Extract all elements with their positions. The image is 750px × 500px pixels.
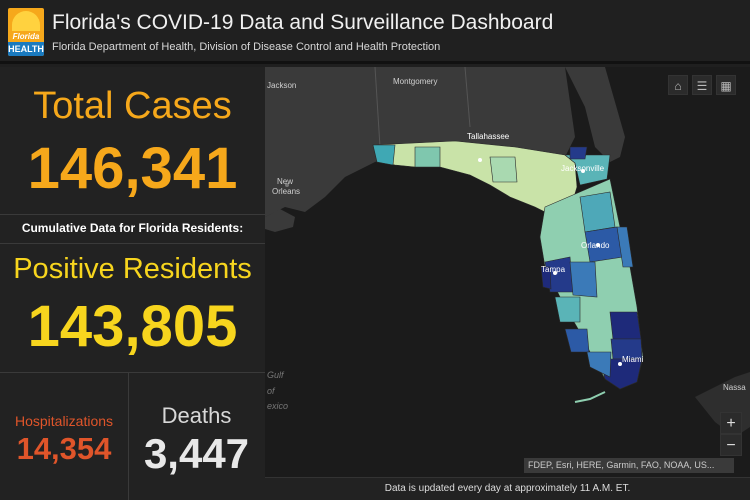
update-footer: Data is updated every day at approximate… [265,477,750,500]
georgia-alabama-land [265,67,625,162]
deaths-label: Deaths [161,403,232,428]
county-escambia[interactable] [372,144,396,166]
county-pinellas[interactable] [540,266,552,290]
county-polk[interactable] [569,261,598,298]
county-sarasota[interactable] [554,296,581,323]
county-volusia[interactable] [579,191,616,233]
florida-health-logo: Florida HEALTH [8,8,44,56]
zoom-in-button[interactable]: + [720,412,742,434]
label-jacksonville: Jacksonville [561,164,605,173]
gulf-states-land [265,67,575,217]
logo-text-bottom: HEALTH [8,42,44,56]
logo-sun-icon [12,11,40,31]
stats-panel: Total Cases 146,341 Cumulative Data for … [0,67,265,500]
county-collier[interactable] [586,351,612,378]
label-jackson: Jackson [267,81,297,90]
label-new-orleans-1: New [277,177,294,186]
label-miami: Miami [622,355,644,364]
zoom-out-button[interactable]: − [720,434,742,456]
jacksonville-dot [581,169,585,173]
dashboard-header: Florida HEALTH Florida's COVID-19 Data a… [0,0,750,64]
deaths-value: 3,447 [143,430,250,477]
page-title: Florida's COVID-19 Data and Surveillance… [52,11,554,34]
cumulative-note: Cumulative Data for Florida Residents: [21,221,244,235]
positive-residents-card [0,243,265,373]
county-lee[interactable] [564,328,590,353]
label-gulf-3: exico [267,401,289,411]
positive-residents-value: 143,805 [27,294,238,359]
state-border [374,67,471,148]
label-new-orleans-2: Orleans [272,187,301,196]
label-montgomery: Montgomery [393,77,438,86]
miami-dot [618,362,622,366]
louisiana-land [265,209,295,232]
label-gulf-2: of [267,386,275,396]
county-duval[interactable] [564,154,611,186]
hospitalizations-label: Hospitalizations [14,413,114,429]
map-canvas[interactable] [265,67,750,500]
county-map[interactable]: Jackson Montgomery New Orleans Tallahass… [265,67,750,500]
county-leon[interactable] [489,156,518,183]
new-orleans-dot [285,183,289,187]
hospitalizations-value: 14,354 [16,431,112,466]
county-nassau[interactable] [569,146,588,160]
label-tallahassee: Tallahassee [467,132,510,141]
label-orlando: Orlando [581,241,610,250]
county-brevard[interactable] [616,226,634,268]
total-cases-label: Total Cases [33,85,232,127]
list-icon[interactable]: ☰ [692,75,712,95]
county-okaloosa[interactable] [414,146,441,168]
county-palm-beach[interactable] [609,311,642,340]
florida-keys [574,391,606,403]
positive-residents-label: Positive Residents [13,253,252,285]
total-cases-value: 146,341 [27,136,238,201]
tallahassee-dot [478,158,482,162]
total-cases-card [0,67,265,215]
label-tampa: Tampa [541,265,566,274]
tampa-dot [553,271,557,275]
card-divider [128,372,129,500]
logo-text-top: Florida [12,32,40,41]
label-nassau: Nassa [723,383,746,392]
hospitalizations-deaths-card [0,372,265,500]
orlando-dot [596,243,600,247]
home-icon[interactable]: ⌂ [668,75,688,95]
page-subtitle: Florida Department of Health, Division o… [52,41,441,53]
map-attribution[interactable]: FDEP, Esri, HERE, Garmin, FAO, NOAA, US.… [524,458,734,473]
label-gulf-1: Gulf [267,370,284,380]
qr-code-icon[interactable]: ▦ [716,75,736,95]
